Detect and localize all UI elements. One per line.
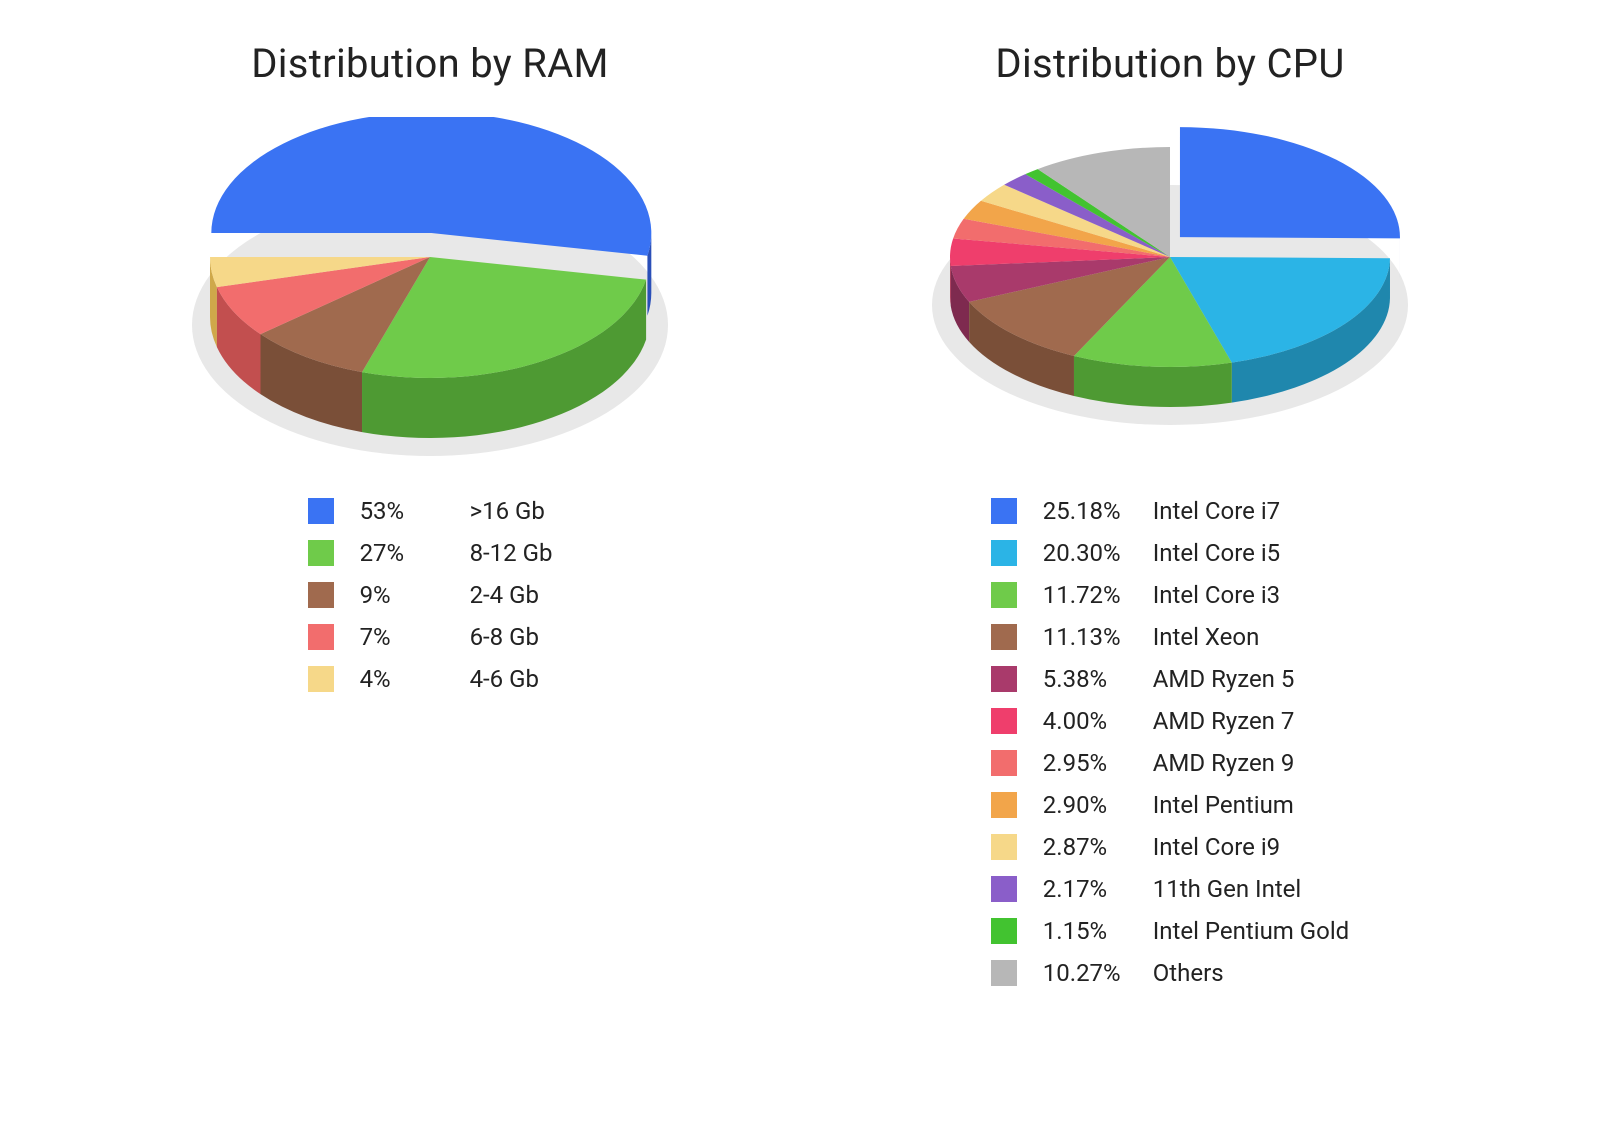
legend-swatch xyxy=(308,666,334,692)
legend-swatch xyxy=(991,960,1017,986)
legend-percent: 5.38% xyxy=(1043,665,1153,693)
legend-percent: 7% xyxy=(360,623,470,651)
cpu-chart-panel: Distribution by CPU 25.18%Intel Core i72… xyxy=(840,40,1500,1088)
legend-row: 1.15%Intel Pentium Gold xyxy=(991,917,1349,945)
legend-percent: 2.87% xyxy=(1043,833,1153,861)
legend-row: 11.13%Intel Xeon xyxy=(991,623,1349,651)
legend-label: Others xyxy=(1153,959,1224,987)
legend-swatch xyxy=(991,582,1017,608)
ram-pie xyxy=(160,117,700,457)
legend-percent: 27% xyxy=(360,539,470,567)
legend-row: 10.27%Others xyxy=(991,959,1349,987)
legend-label: AMD Ryzen 9 xyxy=(1153,749,1295,777)
legend-label: AMD Ryzen 7 xyxy=(1153,707,1295,735)
legend-label: Intel Core i7 xyxy=(1153,497,1280,525)
legend-percent: 1.15% xyxy=(1043,917,1153,945)
legend-percent: 4% xyxy=(360,665,470,693)
ram-legend: 53%>16 Gb27%8-12 Gb9%2-4 Gb7%6-8 Gb4%4-6… xyxy=(308,497,553,693)
legend-percent: 2.95% xyxy=(1043,749,1153,777)
legend-label: 4-6 Gb xyxy=(470,665,539,693)
legend-row: 4%4-6 Gb xyxy=(308,665,553,693)
legend-swatch xyxy=(991,624,1017,650)
legend-swatch xyxy=(308,624,334,650)
legend-label: Intel Core i5 xyxy=(1153,539,1280,567)
legend-row: 7%6-8 Gb xyxy=(308,623,553,651)
legend-swatch xyxy=(991,666,1017,692)
legend-label: >16 Gb xyxy=(470,497,545,525)
legend-percent: 11.13% xyxy=(1043,623,1153,651)
legend-label: Intel Xeon xyxy=(1153,623,1260,651)
legend-percent: 53% xyxy=(360,497,470,525)
cpu-pie xyxy=(900,117,1440,457)
legend-swatch xyxy=(991,876,1017,902)
legend-percent: 9% xyxy=(360,581,470,609)
legend-swatch xyxy=(308,582,334,608)
cpu-legend: 25.18%Intel Core i720.30%Intel Core i511… xyxy=(991,497,1349,987)
legend-label: Intel Pentium xyxy=(1153,791,1294,819)
pie-slice-top xyxy=(1180,127,1400,238)
legend-swatch xyxy=(991,834,1017,860)
cpu-chart-title: Distribution by CPU xyxy=(995,40,1344,87)
ram-chart-panel: Distribution by RAM 53%>16 Gb27%8-12 Gb9… xyxy=(100,40,760,1088)
legend-row: 2.90%Intel Pentium xyxy=(991,791,1349,819)
legend-row: 9%2-4 Gb xyxy=(308,581,553,609)
legend-label: Intel Pentium Gold xyxy=(1153,917,1349,945)
legend-row: 2.87%Intel Core i9 xyxy=(991,833,1349,861)
legend-label: 8-12 Gb xyxy=(470,539,553,567)
legend-label: 11th Gen Intel xyxy=(1153,875,1301,903)
legend-label: 6-8 Gb xyxy=(470,623,539,651)
legend-percent: 4.00% xyxy=(1043,707,1153,735)
legend-swatch xyxy=(991,918,1017,944)
legend-percent: 2.90% xyxy=(1043,791,1153,819)
legend-percent: 11.72% xyxy=(1043,581,1153,609)
legend-label: 2-4 Gb xyxy=(470,581,539,609)
legend-row: 2.95%AMD Ryzen 9 xyxy=(991,749,1349,777)
legend-swatch xyxy=(308,540,334,566)
legend-swatch xyxy=(991,792,1017,818)
legend-row: 5.38%AMD Ryzen 5 xyxy=(991,665,1349,693)
legend-row: 2.17%11th Gen Intel xyxy=(991,875,1349,903)
legend-row: 53%>16 Gb xyxy=(308,497,553,525)
legend-label: Intel Core i9 xyxy=(1153,833,1280,861)
legend-label: Intel Core i3 xyxy=(1153,581,1280,609)
legend-label: AMD Ryzen 5 xyxy=(1153,665,1295,693)
legend-row: 11.72%Intel Core i3 xyxy=(991,581,1349,609)
legend-swatch xyxy=(991,540,1017,566)
ram-chart-title: Distribution by RAM xyxy=(251,40,609,87)
legend-row: 27%8-12 Gb xyxy=(308,539,553,567)
legend-swatch xyxy=(991,708,1017,734)
legend-percent: 20.30% xyxy=(1043,539,1153,567)
legend-swatch xyxy=(308,498,334,524)
legend-percent: 2.17% xyxy=(1043,875,1153,903)
legend-row: 20.30%Intel Core i5 xyxy=(991,539,1349,567)
legend-swatch xyxy=(991,750,1017,776)
legend-row: 4.00%AMD Ryzen 7 xyxy=(991,707,1349,735)
legend-swatch xyxy=(991,498,1017,524)
legend-percent: 25.18% xyxy=(1043,497,1153,525)
legend-row: 25.18%Intel Core i7 xyxy=(991,497,1349,525)
legend-percent: 10.27% xyxy=(1043,959,1153,987)
